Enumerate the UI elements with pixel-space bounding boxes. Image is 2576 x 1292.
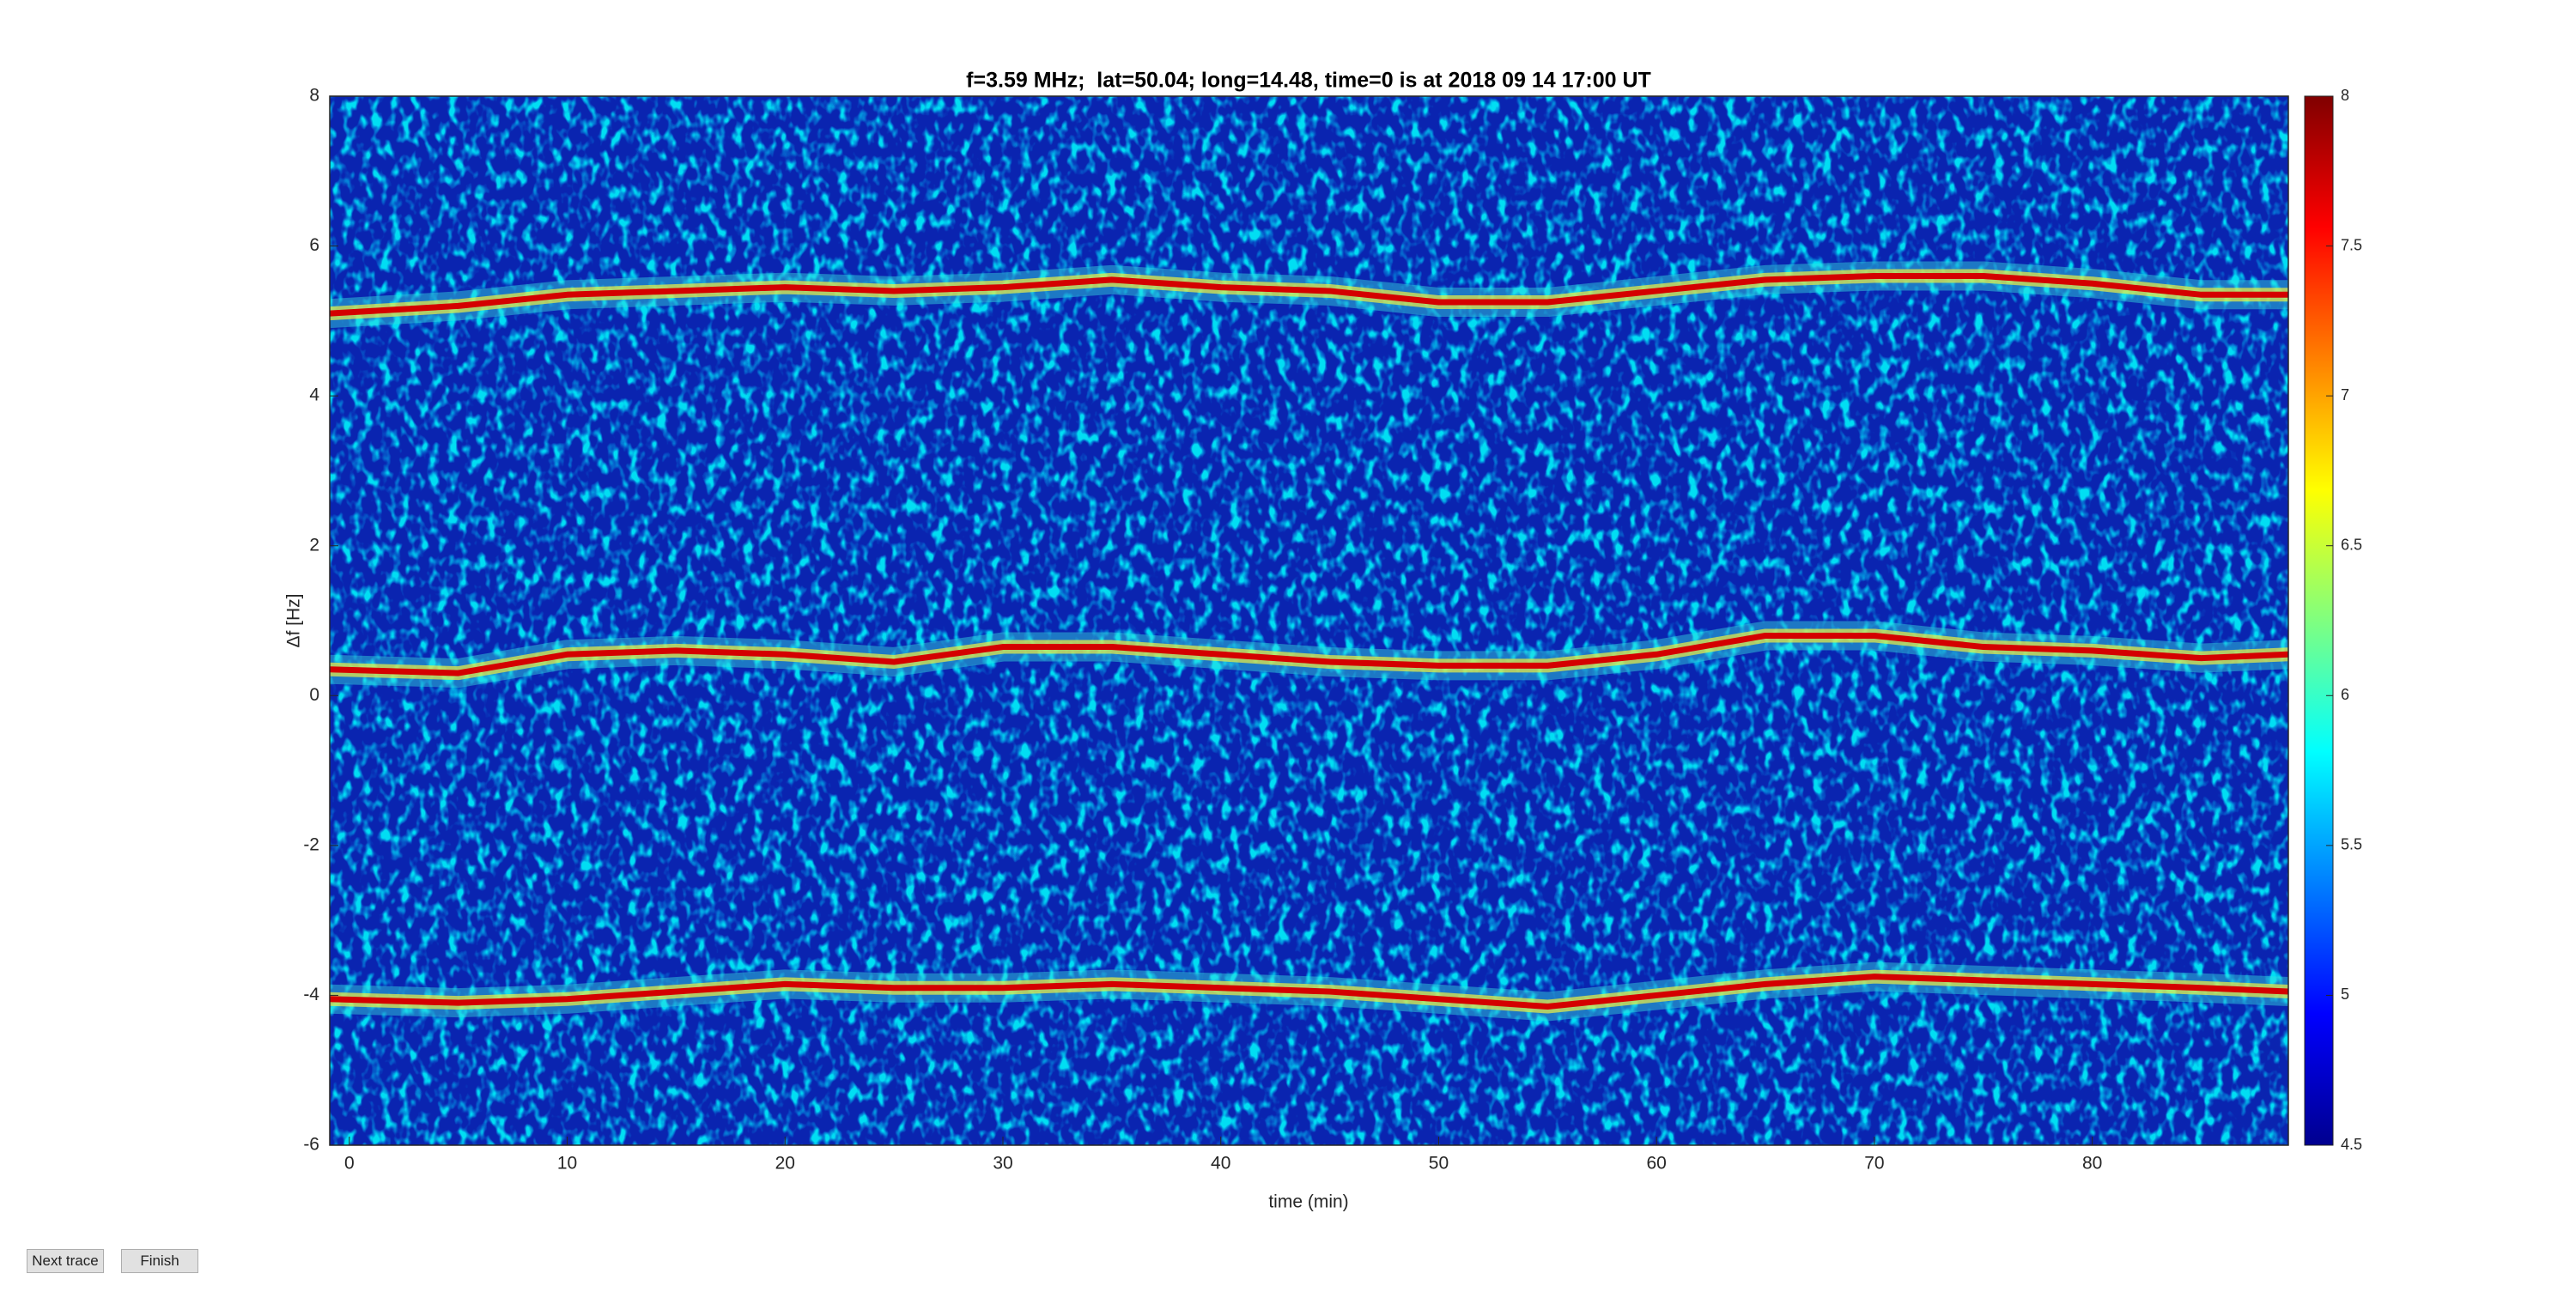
colorbar-tick-label: 5 [2341,986,2349,1003]
traces [330,261,2288,1022]
x-tick-label: 50 [1429,1154,1449,1174]
colorbar-tick-label: 5.5 [2341,836,2362,853]
trace-line [330,272,2288,317]
x-tick-label: 60 [1647,1154,1667,1174]
trace-line [330,632,2288,676]
colorbar-tick-label: 7 [2341,386,2349,403]
colorbar-tick-label: 7.5 [2341,236,2362,253]
colorbar-tick-label: 6 [2341,686,2349,703]
colorbar-tick-label: 4.5 [2341,1136,2362,1153]
x-tick-label: 40 [1211,1154,1230,1174]
x-tick-label: 70 [1864,1154,1884,1174]
y-tick-label: 2 [309,535,319,555]
y-tick-label: -4 [303,985,319,1004]
x-tick-label: 10 [557,1154,577,1174]
x-tick-label: 20 [775,1154,795,1174]
next-trace-button[interactable]: Next trace [27,1249,104,1273]
x-axis-label: time (min) [1268,1192,1348,1212]
x-tick-label: 80 [2082,1154,2102,1174]
colorbar-tick-label: 6.5 [2341,536,2362,553]
x-tick-label: 30 [993,1154,1012,1174]
y-tick-label: 8 [309,86,319,106]
colorbar [2304,95,2334,1146]
colorbar-tick-label: 8 [2341,87,2349,104]
x-tick-label: 0 [344,1154,355,1174]
y-tick-label: -6 [303,1135,319,1155]
y-tick-label: -2 [303,834,319,854]
y-tick-label: 4 [309,385,319,405]
y-tick-label: 6 [309,235,319,255]
plot-frame [329,95,2289,1146]
y-axis-label: Δf [Hz] [284,593,304,647]
finish-button[interactable]: Finish [121,1249,198,1273]
trace-line [330,974,2288,1010]
y-tick-label: 0 [309,685,319,705]
chart-title: f=3.59 MHz; lat=50.04; long=14.48, time=… [966,69,1651,93]
